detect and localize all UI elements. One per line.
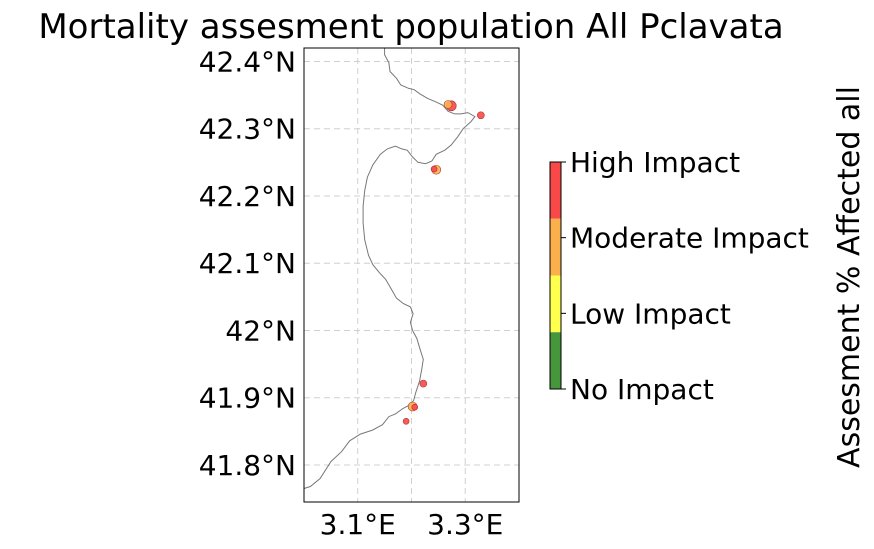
lat-tick-label: 41.9°N xyxy=(199,382,296,415)
lat-tick-label: 42.4°N xyxy=(199,45,296,78)
lat-tick-label: 42.3°N xyxy=(199,113,296,146)
site-marker xyxy=(430,165,438,173)
site-marker xyxy=(477,111,485,120)
lat-tick-label: 41.8°N xyxy=(199,449,296,482)
gridlines xyxy=(304,48,520,502)
colorbar-ticks: High Impact Moderate Impact Low Impact No I… xyxy=(561,146,809,406)
map-area xyxy=(303,47,520,503)
latitude-tick-labels: 42.4°N 42.3°N 42.2°N 42.1°N 42°N 41.9°N 41.8°N xyxy=(199,45,296,482)
colorbar-segment xyxy=(550,218,561,276)
sample-sites xyxy=(402,100,485,425)
longitude-tick-labels: 3.1°E 3.3°E xyxy=(320,508,504,541)
colorbar-segment xyxy=(550,275,561,333)
colorbar-segment xyxy=(550,332,561,389)
lon-tick-label: 3.1°E xyxy=(320,508,396,541)
lat-tick-label: 42°N xyxy=(225,314,296,347)
colorbar-tick-label: Low Impact xyxy=(570,297,731,330)
colorbar: High Impact Moderate Impact Low Impact No I… xyxy=(549,146,809,406)
colorbar-frame xyxy=(549,161,562,390)
colorbar-tick-label: High Impact xyxy=(570,146,740,179)
colorbar-tick-label: Moderate Impact xyxy=(570,222,809,255)
lon-tick-label: 3.3°E xyxy=(427,508,503,541)
colorbar-segments xyxy=(550,162,561,389)
colorbar-label: Assesment % Affected all xyxy=(832,86,867,468)
coastline xyxy=(303,48,476,489)
map-title: Mortality assesment population All Pclav… xyxy=(38,7,783,47)
colorbar-segment xyxy=(550,162,561,219)
colorbar-tick-label: No Impact xyxy=(570,373,714,406)
site-marker xyxy=(443,100,453,109)
lat-tick-label: 42.1°N xyxy=(199,247,296,280)
site-marker xyxy=(402,417,410,425)
lat-tick-label: 42.2°N xyxy=(199,180,296,213)
map-frame xyxy=(303,47,520,503)
site-marker xyxy=(419,379,428,388)
site-marker xyxy=(411,403,419,411)
